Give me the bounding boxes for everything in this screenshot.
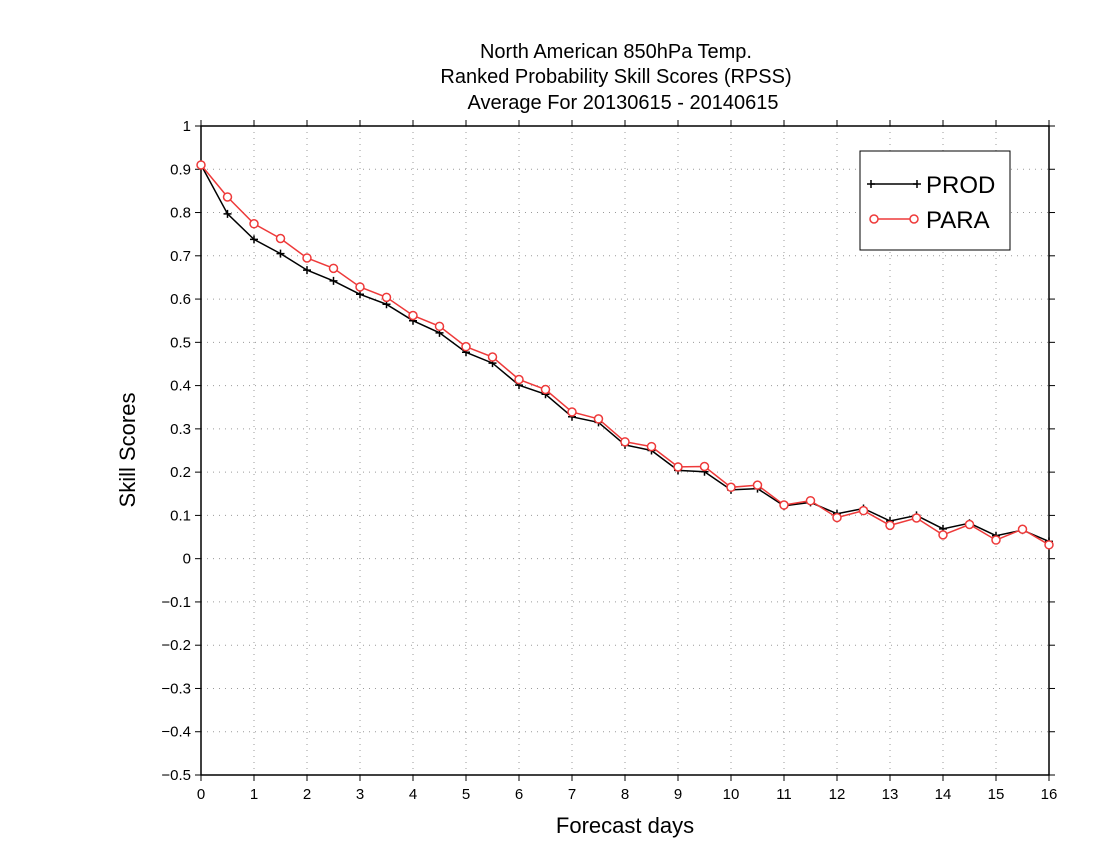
title-line-2: Ranked Probability Skill Scores (RPSS) — [440, 66, 791, 88]
data-point — [250, 235, 258, 244]
axes — [195, 120, 1055, 781]
data-point — [514, 374, 524, 385]
data-point — [832, 512, 842, 523]
data-point — [1017, 524, 1028, 534]
data-point — [646, 441, 657, 452]
y-tick-label: 0.1 — [170, 507, 191, 524]
x-tick-label: 3 — [356, 786, 364, 803]
legend-para-label: PARA — [926, 207, 990, 234]
data-point — [699, 461, 710, 472]
data-point — [938, 530, 948, 540]
data-point — [991, 535, 1001, 545]
grid — [201, 126, 1049, 775]
data-point — [752, 480, 763, 490]
data-point — [593, 414, 604, 424]
data-point — [540, 384, 551, 395]
plot-frame — [200, 125, 1050, 776]
data-point — [408, 310, 418, 321]
data-point — [461, 341, 471, 352]
x-tick-label: 15 — [988, 786, 1005, 803]
data-point — [302, 253, 312, 263]
x-tick-label: 1 — [250, 786, 258, 803]
data-point — [858, 505, 869, 516]
x-tick-label: 7 — [568, 786, 576, 803]
y-tick-label: −0.3 — [161, 680, 191, 697]
y-tick-label: 0.8 — [170, 205, 191, 222]
legend-para-marker-left — [869, 214, 879, 224]
y-tick-label: −0.2 — [161, 637, 191, 654]
x-tick-label: 6 — [515, 786, 523, 803]
y-tick-labels: −0.5 −0.4 −0.3 −0.2 −0.1 0 0.1 0.2 0.3 0.4 0.5 0.6 0… — [161, 118, 191, 784]
data-point — [805, 495, 816, 506]
data-point — [885, 520, 895, 531]
data-point — [434, 321, 445, 332]
x-tick-label: 13 — [882, 786, 899, 803]
data-point — [964, 519, 975, 530]
x-tick-label: 9 — [674, 786, 682, 803]
data-point — [726, 482, 736, 493]
series-layer — [196, 160, 1054, 550]
data-point — [303, 266, 311, 275]
y-tick-label: −0.5 — [161, 767, 191, 784]
x-tick-label: 10 — [723, 786, 740, 803]
data-point — [328, 263, 339, 274]
data-point — [673, 462, 683, 472]
data-point — [567, 407, 577, 417]
y-tick-label: 1 — [183, 118, 191, 135]
x-tick-label: 12 — [829, 786, 846, 803]
series-para — [196, 160, 1054, 550]
x-tick-labels: 0 1 2 3 4 5 6 7 8 9 10 11 12 13 14 15 16 — [197, 786, 1058, 803]
x-tick-label: 14 — [935, 786, 952, 803]
y-tick-label: −0.1 — [161, 594, 191, 611]
chart-title: North American 850hPa Temp. Ranked Proba… — [440, 41, 791, 114]
y-tick-label: 0.9 — [170, 161, 191, 178]
data-point — [911, 513, 922, 523]
data-point — [249, 219, 259, 229]
legend-prod-marker — [867, 180, 921, 188]
y-tick-label: 0 — [183, 551, 191, 568]
x-axis-label: Forecast days — [556, 813, 694, 838]
data-point — [381, 292, 392, 303]
x-tick-label: 4 — [409, 786, 417, 803]
y-tick-label: 0.2 — [170, 464, 191, 481]
x-tick-label: 5 — [462, 786, 470, 803]
y-tick-label: 0.7 — [170, 248, 191, 265]
y-axis-label: Skill Scores — [115, 393, 140, 508]
title-line-3: Average For 20130615 - 20140615 — [468, 92, 779, 114]
title-line-1: North American 850hPa Temp. — [480, 41, 752, 63]
data-point — [223, 209, 232, 218]
y-tick-label: −0.4 — [161, 724, 191, 741]
data-point — [355, 282, 365, 292]
legend: PROD PARA — [859, 150, 1011, 251]
data-point — [222, 192, 233, 202]
legend-para-marker-right — [909, 214, 919, 224]
data-point — [275, 233, 286, 244]
x-tick-label: 0 — [197, 786, 205, 803]
legend-prod-label: PROD — [926, 172, 995, 199]
data-point — [329, 276, 338, 285]
data-point — [196, 160, 206, 170]
x-tick-label: 16 — [1041, 786, 1058, 803]
y-tick-label: 0.3 — [170, 421, 191, 438]
x-tick-label: 11 — [776, 786, 792, 803]
data-point — [1044, 540, 1054, 550]
x-tick-label: 2 — [303, 786, 311, 803]
data-point — [779, 500, 789, 510]
y-tick-label: 0.5 — [170, 334, 191, 351]
data-point — [620, 437, 630, 447]
y-tick-label: 0.6 — [170, 291, 191, 308]
data-point — [487, 352, 498, 362]
y-tick-label: 0.4 — [170, 378, 191, 395]
data-point — [276, 249, 285, 258]
x-tick-label: 8 — [621, 786, 629, 803]
legend-box — [859, 150, 1011, 251]
